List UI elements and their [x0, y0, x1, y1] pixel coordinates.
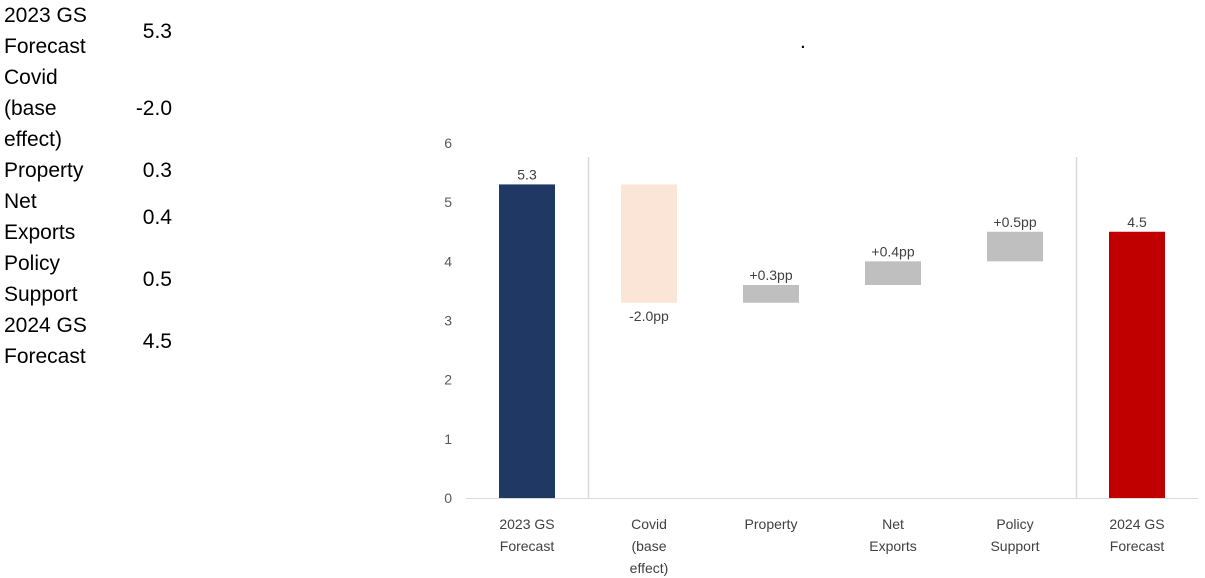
table-row-label-line: 2024 GS — [4, 314, 87, 337]
source-data-table: 2023 GS Forecast 5.3 Covid (base effect) -2.0 P… — [0, 0, 172, 372]
table-row-label-line: (base — [4, 97, 57, 120]
table-row-label-line: Forecast — [4, 35, 86, 58]
table-row-label: Property — [0, 155, 122, 186]
x-tick-label: Support — [990, 538, 1039, 554]
x-tick-label: Covid — [631, 516, 667, 532]
x-tick-label: (base — [631, 538, 666, 554]
table-row-label: Policy Support — [0, 248, 122, 310]
table-row-value: 5.3 — [142, 19, 172, 43]
y-tick-label: 6 — [444, 135, 452, 151]
increase-bar — [987, 231, 1043, 262]
category-separators — [587, 157, 1078, 498]
data-label: -2.0pp — [629, 308, 669, 324]
table-row: Covid (base effect) -2.0 — [0, 62, 172, 155]
y-tick-label: 3 — [444, 313, 452, 329]
increase-bar — [865, 261, 921, 285]
table-row-label-line: Property — [4, 159, 84, 182]
table-row-label-line: Exports — [4, 221, 76, 244]
table-row-label-line: Policy — [4, 252, 61, 275]
source-data-table-body: 2023 GS Forecast 5.3 Covid (base effect) -2.0 P… — [0, 0, 172, 372]
decrease-bar — [621, 184, 677, 303]
data-labels: 5.3 -2.0pp +0.3pp +0.4pp +0.5pp 4.5 — [517, 166, 1147, 323]
x-tick-label: Forecast — [500, 538, 555, 554]
x-tick-label: Net — [882, 516, 904, 532]
table-row-label-line: Covid — [4, 66, 58, 89]
table-row-label: 2024 GS Forecast — [0, 310, 122, 372]
table-row-label-line: Support — [4, 283, 78, 306]
table-row: 2024 GS Forecast 4.5 — [0, 310, 172, 372]
y-tick-label: 4 — [444, 253, 452, 269]
table-row-label-line: 2023 GS — [4, 4, 87, 27]
y-tick-label: 5 — [444, 194, 452, 210]
table-row-label-line: effect) — [4, 128, 62, 151]
table-row-label: Net Exports — [0, 186, 122, 248]
x-tick-label: 2024 GS — [1109, 516, 1164, 532]
table-row: Policy Support 0.5 — [0, 248, 172, 310]
table-row-label: 2023 GS Forecast — [0, 0, 122, 62]
table-row-label: Covid (base effect) — [0, 62, 122, 155]
x-tick-label: Forecast — [1110, 538, 1165, 554]
table-row-label-line: Forecast — [4, 345, 86, 368]
y-axis: 0 1 2 3 4 5 6 — [444, 135, 452, 506]
table-row-value: 0.5 — [142, 267, 172, 291]
table-row-value: 0.3 — [142, 159, 172, 182]
table-row: Property 0.3 — [0, 155, 172, 186]
data-label: 5.3 — [517, 166, 537, 182]
table-row-value: -2.0 — [135, 97, 172, 120]
total-bar — [499, 184, 555, 498]
table-row-value: 0.4 — [142, 205, 172, 229]
x-tick-label: Property — [745, 516, 798, 532]
x-tick-label: Exports — [869, 538, 916, 554]
total-bar — [1109, 231, 1165, 498]
data-label: +0.4pp — [871, 243, 914, 259]
x-tick-label: 2023 GS — [499, 516, 554, 532]
table-row: 2023 GS Forecast 5.3 — [0, 0, 172, 62]
increase-bar — [743, 285, 799, 303]
y-tick-label: 1 — [444, 431, 452, 447]
y-tick-label: 0 — [444, 490, 452, 506]
y-tick-label: 2 — [444, 372, 452, 388]
data-label: 4.5 — [1127, 214, 1147, 230]
x-axis: 2023 GS Forecast Covid (base effect) Property… — [466, 498, 1198, 576]
x-tick-label: effect) — [630, 560, 669, 576]
data-label: +0.3pp — [749, 267, 792, 283]
x-tick-label: Policy — [996, 516, 1033, 532]
table-row: Net Exports 0.4 — [0, 186, 172, 248]
table-row-value: 4.5 — [142, 329, 172, 353]
data-label: +0.5pp — [993, 214, 1036, 230]
table-row-label-line: Net — [4, 190, 37, 213]
bars — [499, 184, 1165, 498]
dot-mark: . — [800, 30, 806, 53]
